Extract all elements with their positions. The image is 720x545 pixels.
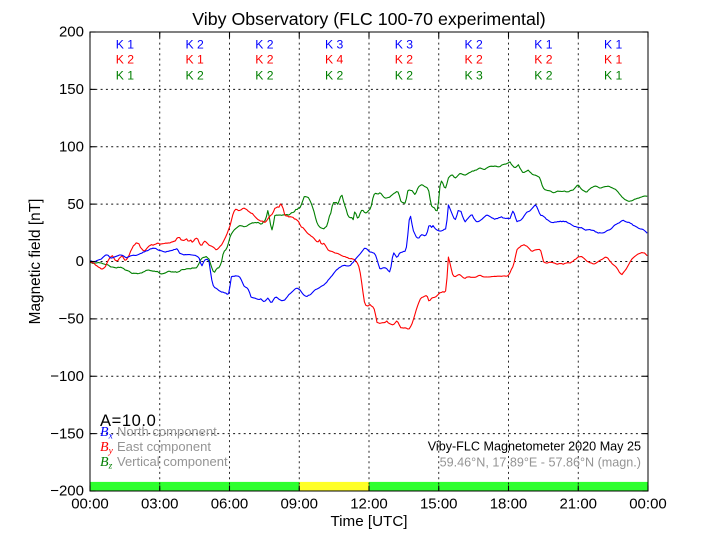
svg-text:−200: −200 [50,483,84,500]
svg-text:K 2: K 2 [255,69,274,83]
svg-text:100: 100 [59,138,84,155]
svg-text:03:00: 03:00 [141,495,179,512]
svg-text:00:00: 00:00 [71,495,109,512]
svg-text:0: 0 [76,253,84,270]
svg-text:East component: East component [117,439,211,454]
svg-text:50: 50 [67,196,84,213]
svg-text:K 2: K 2 [534,53,553,67]
svg-text:K 1: K 1 [185,53,204,67]
svg-text:200: 200 [59,24,84,41]
svg-text:K 2: K 2 [255,38,274,52]
svg-text:K 2: K 2 [255,53,274,67]
svg-text:18:00: 18:00 [490,495,528,512]
svg-text:−100: −100 [50,368,84,385]
svg-text:K 2: K 2 [116,53,135,67]
svg-text:Time [UTC]: Time [UTC] [330,513,407,530]
svg-text:North component: North component [117,424,217,439]
svg-text:−150: −150 [50,425,84,442]
svg-text:00:00: 00:00 [629,495,667,512]
svg-text:Viby-FLC Magnetometer 2020 May: Viby-FLC Magnetometer 2020 May 25 [428,440,641,454]
svg-text:K 2: K 2 [534,69,553,83]
svg-text:06:00: 06:00 [211,495,249,512]
svg-text:Vertical component: Vertical component [117,454,228,469]
svg-text:Magnetic field [nT]: Magnetic field [nT] [27,199,44,325]
svg-text:K 1: K 1 [116,38,135,52]
svg-text:150: 150 [59,81,84,98]
svg-text:K 2: K 2 [185,38,204,52]
svg-text:K 2: K 2 [185,69,204,83]
svg-text:15:00: 15:00 [420,495,458,512]
svg-text:K 3: K 3 [325,38,344,52]
svg-text:K 4: K 4 [325,53,344,67]
svg-text:K 1: K 1 [604,69,623,83]
svg-text:K 2: K 2 [464,38,483,52]
svg-text:K 1: K 1 [116,69,135,83]
svg-text:K 2: K 2 [395,69,414,83]
svg-text:K 1: K 1 [604,53,623,67]
svg-text:12:00: 12:00 [350,495,388,512]
svg-text:K 1: K 1 [604,38,623,52]
svg-text:09:00: 09:00 [280,495,318,512]
svg-text:21:00: 21:00 [559,495,597,512]
svg-text:K 2: K 2 [464,53,483,67]
svg-text:K 1: K 1 [534,38,553,52]
svg-text:−50: −50 [59,311,84,328]
svg-text:K 3: K 3 [395,38,414,52]
svg-text:59.46°N, 17.89°E - 57.86°N (ma: 59.46°N, 17.89°E - 57.86°N (magn.) [440,456,641,470]
svg-text:Viby Observatory (FLC 100-70 e: Viby Observatory (FLC 100-70 experimenta… [192,9,545,29]
svg-text:K 3: K 3 [464,69,483,83]
svg-text:K 2: K 2 [325,69,344,83]
svg-text:K 2: K 2 [395,53,414,67]
svg-text:A=10.0: A=10.0 [100,412,156,430]
